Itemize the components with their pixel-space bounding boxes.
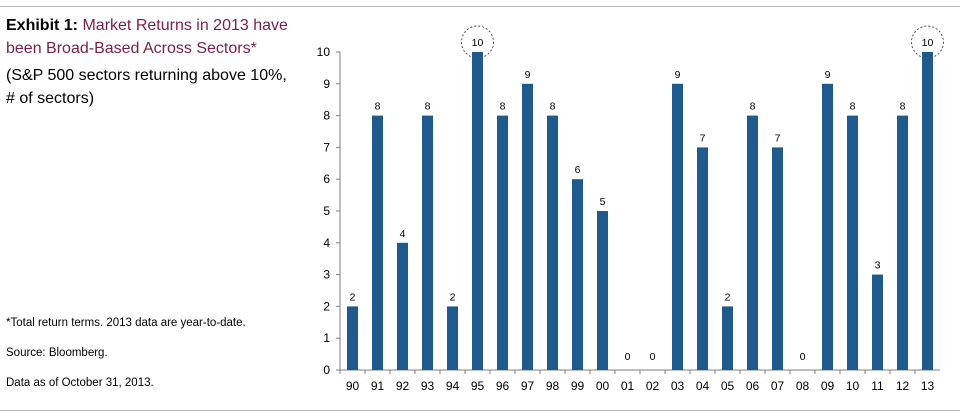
bar	[497, 115, 508, 370]
data-label: 2	[450, 291, 456, 303]
footnote-total-return: *Total return terms. 2013 data are year-…	[6, 317, 246, 329]
exhibit-title: Exhibit 1: Market Returns in 2013 have b…	[6, 14, 296, 60]
bar	[672, 83, 683, 371]
data-label: 9	[825, 69, 831, 81]
data-label: 2	[350, 291, 356, 303]
x-tick-label: 02	[646, 379, 660, 393]
bar	[772, 147, 783, 370]
highlight-circle	[461, 25, 494, 59]
data-label: 8	[750, 101, 756, 113]
data-label: 0	[650, 351, 656, 363]
x-tick-label: 08	[796, 379, 810, 393]
y-tick-label: 10	[317, 45, 331, 59]
x-tick-label: 09	[821, 379, 835, 393]
bar	[697, 147, 708, 370]
highlight-circle	[911, 25, 944, 59]
x-tick-label: 12	[896, 379, 910, 393]
bar	[747, 115, 758, 370]
x-tick-label: 92	[396, 379, 410, 393]
data-label: 8	[375, 101, 381, 113]
x-tick-label: 06	[746, 379, 760, 393]
y-tick-label: 2	[323, 299, 330, 313]
chart-subtitle: (S&P 500 sectors returning above 10%, # …	[6, 67, 287, 107]
y-tick-label: 9	[323, 77, 330, 91]
x-tick-label: 93	[421, 379, 435, 393]
data-label: 7	[775, 132, 781, 144]
y-tick-label: 8	[323, 109, 330, 123]
bar	[722, 306, 733, 370]
bar	[347, 306, 358, 370]
bar	[372, 115, 383, 370]
bar	[897, 115, 908, 370]
bottom-rule	[0, 410, 960, 411]
x-tick-label: 98	[546, 379, 560, 393]
bar	[422, 115, 433, 370]
bar	[922, 52, 933, 370]
x-tick-label: 00	[596, 379, 610, 393]
y-tick-label: 6	[323, 172, 330, 186]
x-tick-label: 99	[571, 379, 585, 393]
bar	[522, 83, 533, 371]
data-label: 8	[900, 101, 906, 113]
data-label: 5	[600, 196, 606, 208]
bar	[597, 211, 608, 370]
y-tick-label: 7	[323, 140, 330, 154]
x-tick-label: 97	[521, 379, 535, 393]
x-tick-label: 96	[496, 379, 510, 393]
x-tick-label: 04	[696, 379, 710, 393]
y-tick-label: 1	[323, 331, 330, 345]
bar	[397, 242, 408, 370]
data-label: 0	[625, 351, 631, 363]
header: Exhibit 1: Market Returns in 2013 have b…	[6, 14, 296, 110]
chart-title: Market Returns in 2013 have been Broad-B…	[6, 17, 288, 57]
bar	[472, 52, 483, 370]
data-label: 9	[525, 69, 531, 81]
x-tick-label: 13	[921, 379, 935, 393]
x-tick-label: 91	[371, 379, 385, 393]
bar	[547, 115, 558, 370]
x-tick-label: 11	[871, 379, 884, 393]
x-tick-label: 90	[346, 379, 360, 393]
data-label: 8	[500, 101, 506, 113]
data-label: 10	[922, 37, 934, 49]
y-tick-label: 0	[323, 363, 330, 377]
data-label: 2	[725, 291, 731, 303]
y-tick-label: 3	[323, 268, 330, 282]
x-tick-label: 03	[671, 379, 685, 393]
bar-chart: 0123456789102908914928932941095896997898…	[317, 25, 944, 393]
bar	[447, 306, 458, 370]
exhibit-label: Exhibit 1:	[6, 17, 79, 34]
top-rule	[0, 6, 960, 7]
data-label: 8	[550, 101, 556, 113]
x-tick-label: 01	[621, 379, 635, 393]
x-tick-label: 05	[721, 379, 735, 393]
bar	[822, 83, 833, 371]
bar	[872, 274, 883, 370]
bar	[572, 179, 583, 370]
footnote-date: Data as of October 31, 2013.	[6, 377, 154, 389]
data-label: 8	[850, 101, 856, 113]
data-label: 3	[875, 260, 881, 272]
x-tick-label: 07	[771, 379, 785, 393]
y-tick-label: 4	[323, 236, 330, 250]
data-label: 4	[400, 228, 406, 240]
data-label: 8	[425, 101, 431, 113]
footnotes: *Total return terms. 2013 data are year-…	[6, 317, 246, 407]
data-label: 7	[700, 132, 706, 144]
x-tick-label: 94	[446, 379, 460, 393]
data-label: 6	[575, 164, 581, 176]
x-tick-label: 10	[846, 379, 860, 393]
footnote-source: Source: Bloomberg.	[6, 347, 108, 359]
x-tick-label: 95	[471, 379, 485, 393]
bar	[847, 115, 858, 370]
y-tick-label: 5	[323, 204, 330, 218]
data-label: 0	[800, 351, 806, 363]
data-label: 10	[472, 37, 484, 49]
data-label: 9	[675, 69, 681, 81]
